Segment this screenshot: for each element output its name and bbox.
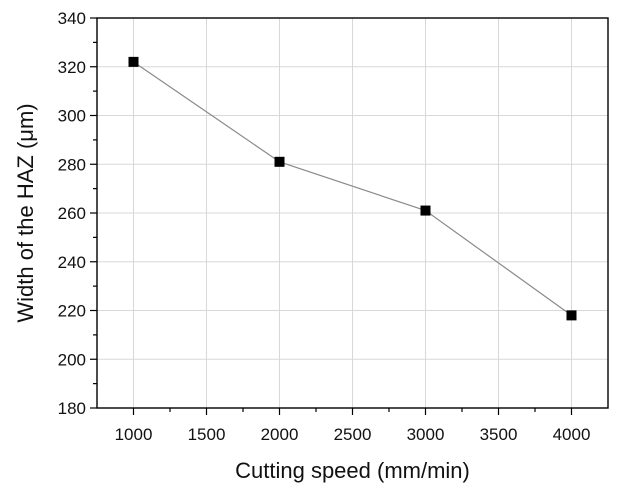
x-tick-label: 4000: [553, 425, 591, 444]
axis-ticks: [90, 17, 573, 415]
y-tick-label: 320: [58, 58, 86, 77]
x-tick-label: 3000: [407, 425, 445, 444]
data-point-marker: [420, 205, 431, 216]
grid: [97, 17, 608, 409]
data-point-marker: [128, 56, 139, 67]
y-tick-label: 280: [58, 155, 86, 174]
data-point-marker: [566, 310, 577, 321]
y-tick-label: 260: [58, 204, 86, 223]
y-tick-labels: 180 200 220 240 260 280 300 320 340: [58, 9, 86, 418]
x-tick-label: 1000: [115, 425, 153, 444]
y-tick-label: 180: [58, 399, 86, 418]
y-tick-label: 340: [58, 9, 86, 28]
x-axis-title: Cutting speed (mm/min): [235, 458, 470, 483]
series-group: [128, 56, 577, 321]
x-tick-labels: 1000 1500 2000 2500 3000 3500 4000: [115, 425, 591, 444]
plot-frame: [96, 17, 609, 409]
x-tick-label: 2500: [334, 425, 372, 444]
y-tick-label: 200: [58, 350, 86, 369]
x-tick-label: 2000: [261, 425, 299, 444]
x-tick-label: 1500: [188, 425, 226, 444]
y-tick-label: 220: [58, 302, 86, 321]
y-tick-label: 240: [58, 253, 86, 272]
x-tick-label: 3500: [480, 425, 518, 444]
y-tick-label: 300: [58, 107, 86, 126]
data-point-marker: [274, 156, 285, 167]
series-line: [133, 61, 572, 316]
y-axis-title: Width of the HAZ (μm): [13, 103, 38, 322]
